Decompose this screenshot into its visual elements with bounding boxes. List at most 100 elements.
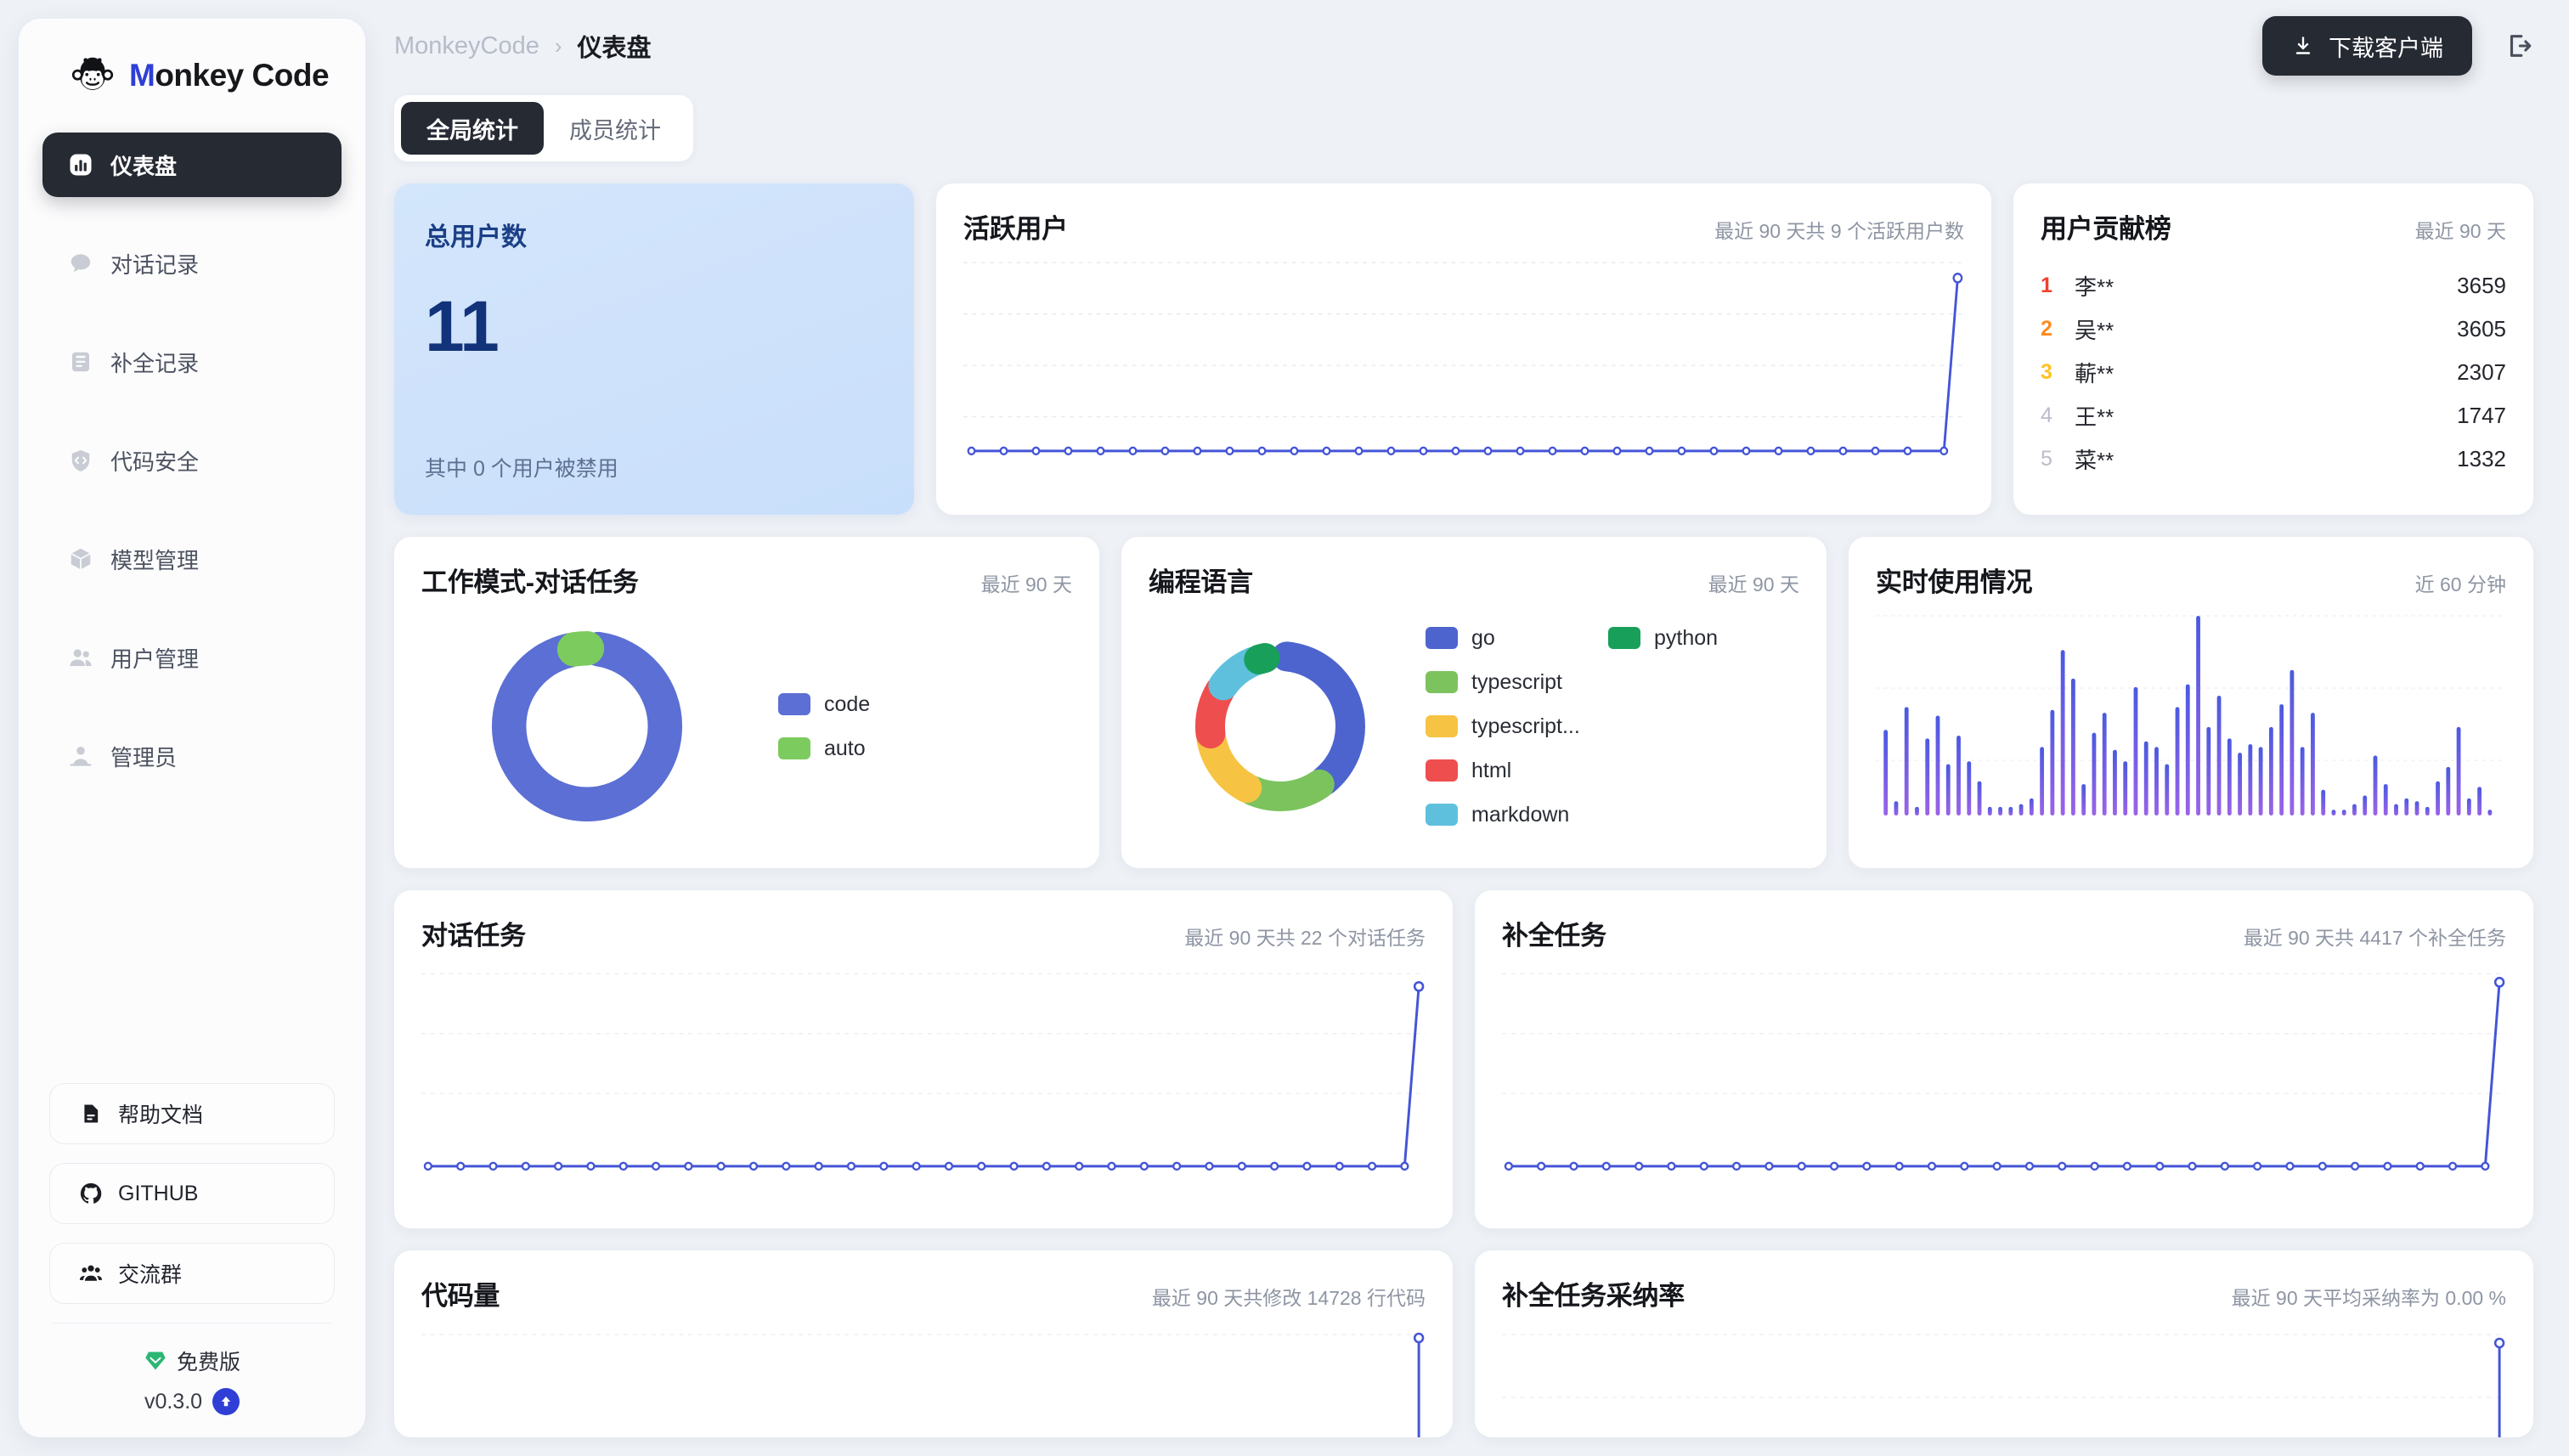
breadcrumb-root[interactable]: MonkeyCode bbox=[394, 31, 539, 59]
legend-item[interactable]: markdown bbox=[1426, 793, 1608, 837]
legend-swatch-icon bbox=[778, 693, 810, 715]
legend-swatch-icon bbox=[778, 737, 810, 759]
download-icon bbox=[2295, 37, 2311, 54]
languages-meta: 最近 90 天 bbox=[1708, 573, 1799, 595]
rank-number: 2 bbox=[2041, 317, 2052, 341]
card-realtime-usage: 实时使用情况 近 60 分钟 bbox=[1849, 537, 2533, 868]
card-header: 补全任务 最近 90 天共 4417 个补全任务 bbox=[1502, 914, 2506, 952]
table-row[interactable]: 2 吴** 3605 bbox=[2041, 308, 2506, 351]
card-work-mode: 工作模式-对话任务 最近 90 天 code bbox=[394, 537, 1099, 868]
legend-item[interactable]: go bbox=[1426, 616, 1608, 660]
brand: Monkey Code bbox=[19, 19, 365, 124]
legend-item[interactable]: html bbox=[1426, 748, 1608, 793]
rank-value: 3605 bbox=[2457, 316, 2506, 341]
sidebar-item-dashboard[interactable]: 仪表盘 bbox=[42, 133, 342, 197]
logout-button[interactable] bbox=[2493, 20, 2545, 72]
code-volume-meta: 最近 90 天共修改 14728 行代码 bbox=[1151, 1287, 1426, 1309]
work-mode-chart[interactable]: code auto bbox=[421, 599, 1072, 854]
card-languages: 编程语言 最近 90 天 bbox=[1121, 537, 1827, 868]
code-volume-chart[interactable] bbox=[421, 1312, 1426, 1437]
sidebar-item-label: 仪表盘 bbox=[110, 153, 178, 179]
help-docs-button[interactable]: 帮助文档 bbox=[49, 1083, 335, 1144]
rank-name: 菜** bbox=[2075, 448, 2114, 473]
dashboard-row-1: 总用户数 11 其中 0 个用户被禁用 活跃用户 最近 90 天共 9 个活跃用… bbox=[394, 183, 2533, 515]
tab-label: 成员统计 bbox=[569, 117, 661, 144]
brand-name-rest: onkey Code bbox=[155, 58, 330, 93]
plan-row: 免费版 bbox=[49, 1346, 335, 1376]
sidebar-item-code-security[interactable]: 代码安全 bbox=[42, 428, 342, 493]
sidebar-item-user-management[interactable]: 用户管理 bbox=[42, 625, 342, 690]
group-icon bbox=[79, 1265, 103, 1281]
tab-global-stats[interactable]: 全局统计 bbox=[401, 102, 544, 155]
card-header: 实时使用情况 近 60 分钟 bbox=[1876, 561, 2506, 599]
active-users-chart[interactable] bbox=[963, 245, 1964, 468]
monkey-logo-icon bbox=[70, 53, 116, 99]
community-group-button[interactable]: 交流群 bbox=[49, 1243, 335, 1304]
clipboard-icon bbox=[72, 352, 89, 372]
table-row[interactable]: 1 李** 3659 bbox=[2041, 264, 2506, 308]
community-group-label: 交流群 bbox=[118, 1263, 183, 1287]
tab-member-stats[interactable]: 成员统计 bbox=[544, 102, 686, 155]
completion-tasks-chart[interactable] bbox=[1502, 952, 2506, 1183]
card-chat-tasks: 对话任务 最近 90 天共 22 个对话任务 bbox=[394, 890, 1453, 1228]
legend-item bbox=[1608, 748, 1791, 793]
adoption-rate-chart[interactable] bbox=[1502, 1312, 2506, 1437]
table-row[interactable]: 4 王** 1747 bbox=[2041, 394, 2506, 437]
legend-swatch-icon bbox=[1426, 759, 1458, 782]
active-users-title: 活跃用户 bbox=[963, 214, 1068, 244]
card-code-volume: 代码量 最近 90 天共修改 14728 行代码 bbox=[394, 1250, 1453, 1437]
rank-value: 2307 bbox=[2457, 359, 2506, 385]
brand-name: Monkey Code bbox=[129, 58, 330, 93]
table-row[interactable]: 3 蔪** 2307 bbox=[2041, 351, 2506, 394]
languages-chart[interactable]: go python typescript bbox=[1149, 599, 1799, 854]
breadcrumb: MonkeyCode › 仪表盘 bbox=[382, 28, 652, 64]
document-icon bbox=[84, 1104, 99, 1123]
card-header: 对话任务 最近 90 天共 22 个对话任务 bbox=[421, 914, 1426, 952]
code-volume-title: 代码量 bbox=[421, 1281, 500, 1311]
legend-item[interactable]: auto bbox=[778, 726, 870, 770]
card-user-ranking: 用户贡献榜 最近 90 天 1 李** 3659 2 吴** 3605 bbox=[2013, 183, 2533, 515]
download-client-button[interactable]: 下载客户端 bbox=[2262, 16, 2472, 76]
work-mode-legend: code auto bbox=[778, 682, 870, 770]
legend-item[interactable]: code bbox=[778, 682, 870, 726]
languages-legend: go python typescript bbox=[1426, 616, 1791, 837]
adoption-rate-title: 补全任务采纳率 bbox=[1502, 1281, 1685, 1311]
card-header: 工作模式-对话任务 最近 90 天 bbox=[421, 561, 1072, 599]
dashboard-grid: 总用户数 11 其中 0 个用户被禁用 活跃用户 最近 90 天共 9 个活跃用… bbox=[382, 183, 2545, 1437]
table-row[interactable]: 5 菜** 1332 bbox=[2041, 437, 2506, 481]
sidebar-item-label: 补全记录 bbox=[110, 350, 200, 376]
upgrade-icon[interactable] bbox=[212, 1388, 240, 1415]
github-button[interactable]: GITHUB bbox=[49, 1163, 335, 1224]
dashboard-row-4: 代码量 最近 90 天共修改 14728 行代码 补全任务采纳率 bbox=[394, 1250, 2533, 1437]
download-client-label: 下载客户端 bbox=[2329, 35, 2443, 61]
chat-tasks-chart[interactable] bbox=[421, 952, 1426, 1183]
legend-item[interactable]: typescript... bbox=[1426, 704, 1608, 748]
version-label: v0.3.0 bbox=[144, 1389, 203, 1414]
realtime-meta: 近 60 分钟 bbox=[2414, 573, 2506, 595]
sidebar-item-label: 用户管理 bbox=[110, 646, 200, 672]
admin-user-icon bbox=[70, 747, 92, 766]
legend-label: html bbox=[1471, 758, 1512, 782]
legend-swatch-icon bbox=[1426, 671, 1458, 693]
legend-label: auto bbox=[824, 736, 866, 760]
sidebar-item-model-management[interactable]: 模型管理 bbox=[42, 527, 342, 591]
card-header: 活跃用户 最近 90 天共 9 个活跃用户数 bbox=[963, 207, 1964, 245]
completion-tasks-title: 补全任务 bbox=[1502, 921, 1606, 951]
total-users-sub: 其中 0 个用户被禁用 bbox=[425, 457, 618, 481]
realtime-chart[interactable] bbox=[1876, 599, 2506, 837]
rank-value: 1332 bbox=[2457, 446, 2506, 471]
legend-label: typescript... bbox=[1471, 714, 1580, 738]
sidebar-item-admin[interactable]: 管理员 bbox=[42, 724, 342, 788]
rank-name: 吴** bbox=[2075, 318, 2114, 343]
ranking-title: 用户贡献榜 bbox=[2041, 214, 2171, 244]
sidebar-item-completion-records[interactable]: 补全记录 bbox=[42, 330, 342, 394]
chat-tasks-title: 对话任务 bbox=[421, 921, 526, 951]
sidebar-item-label: 管理员 bbox=[110, 744, 178, 770]
legend-item[interactable]: typescript bbox=[1426, 660, 1608, 704]
topbar: MonkeyCode › 仪表盘 下载客户端 bbox=[382, 0, 2545, 92]
sidebar-item-chat-records[interactable]: 对话记录 bbox=[42, 231, 342, 296]
cube-icon bbox=[71, 548, 91, 570]
legend-item[interactable]: python bbox=[1608, 616, 1791, 660]
realtime-title: 实时使用情况 bbox=[1876, 567, 2033, 597]
ranking-meta: 最近 90 天 bbox=[2414, 220, 2506, 242]
